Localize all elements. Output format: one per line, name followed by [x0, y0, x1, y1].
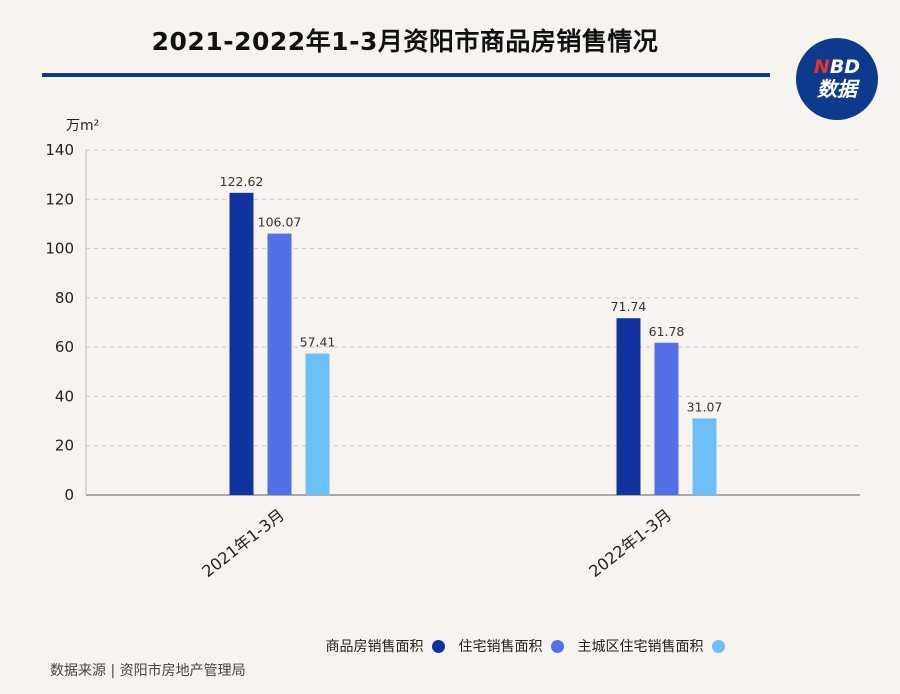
bar-value-label: 57.41 — [300, 335, 336, 350]
y-tick-label: 40 — [55, 387, 74, 405]
legend: 商品房销售面积 住宅销售面积 主城区住宅销售面积 — [0, 636, 900, 656]
legend-dot-residential — [550, 639, 564, 653]
y-tick-label: 100 — [45, 240, 74, 258]
bar — [305, 353, 330, 495]
data-source: 数据来源 | 资阳市房地产管理局 — [50, 663, 246, 679]
bar-value-label: 71.74 — [611, 299, 647, 314]
legend-label-residential: 住宅销售面积 — [458, 639, 543, 655]
y-tick-label: 20 — [55, 437, 74, 455]
title-underline — [42, 73, 770, 77]
x-tick-label: 2022年1-3月 — [585, 505, 675, 581]
legend-label-commercial: 商品房销售面积 — [325, 639, 424, 655]
y-tick-label: 80 — [55, 289, 74, 307]
nbd-logo: NBD 数据 — [796, 38, 878, 120]
chart-title: 2021-2022年1-3月资阳市商品房销售情况 — [151, 27, 659, 56]
bar — [654, 342, 679, 495]
logo-n: N — [813, 56, 830, 78]
y-tick-label: 140 — [45, 141, 74, 159]
bar — [267, 233, 292, 495]
bar-value-label: 61.78 — [649, 324, 685, 339]
y-unit-label: 万m² — [66, 118, 99, 134]
bar — [616, 318, 641, 495]
y-tick-label: 0 — [64, 486, 74, 504]
legend-item-residential: 住宅销售面积 — [459, 636, 564, 656]
bar — [692, 418, 717, 495]
bar-value-label: 122.62 — [220, 174, 264, 189]
legend-dot-main-city — [711, 639, 725, 653]
bar — [229, 192, 254, 495]
y-tick-label: 60 — [55, 338, 74, 356]
bar-value-label: 106.07 — [258, 215, 302, 230]
legend-dot-commercial — [431, 639, 445, 653]
logo-data-text: 数据 — [817, 77, 857, 101]
legend-item-commercial: 商品房销售面积 — [176, 636, 445, 656]
legend-item-main-city: 主城区住宅销售面积 — [578, 636, 725, 656]
legend-label-main-city: 主城区住宅销售面积 — [577, 639, 704, 655]
x-tick-label: 2021年1-3月 — [198, 505, 288, 581]
logo-bd: BD — [829, 56, 861, 78]
y-tick-label: 120 — [45, 190, 74, 208]
bar-value-label: 31.07 — [687, 399, 723, 414]
